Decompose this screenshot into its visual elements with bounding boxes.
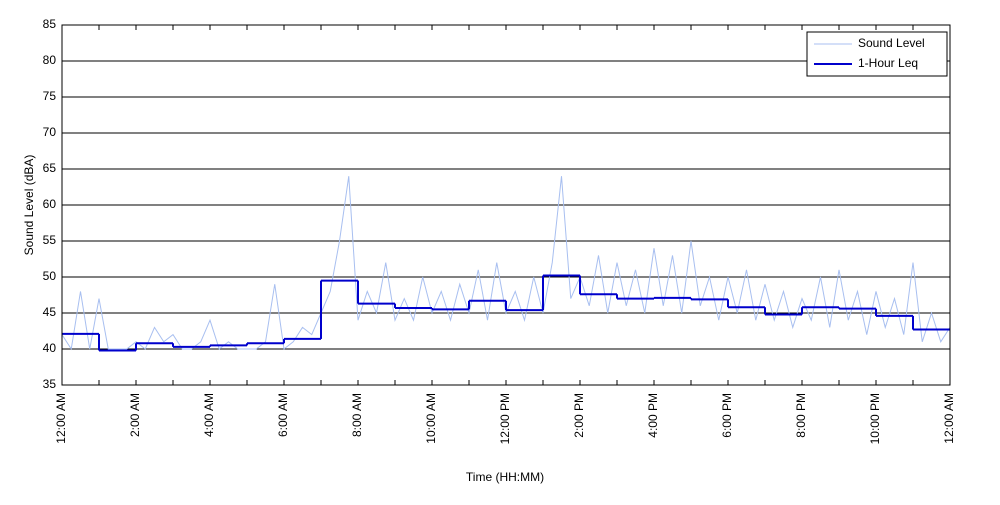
- y-tick-label: 55: [43, 233, 57, 247]
- x-tick-label: 2:00 PM: [572, 393, 586, 438]
- y-tick-label: 70: [43, 125, 57, 139]
- legend-box: [806, 31, 948, 77]
- x-tick-label: 4:00 PM: [646, 393, 660, 438]
- y-tick-label: 75: [43, 89, 57, 103]
- y-tick-label: 60: [43, 197, 57, 211]
- x-axis-label: Time (HH:MM): [466, 470, 544, 484]
- legend-label: 1-Hour Leq: [858, 56, 918, 70]
- y-tick-label: 40: [43, 341, 57, 355]
- x-tick-label: 8:00 AM: [350, 393, 364, 437]
- x-tick-label: 10:00 AM: [424, 393, 438, 444]
- plot-frame: [61, 24, 951, 386]
- x-tick-label: 12:00 PM: [498, 393, 512, 444]
- x-tick-label: 12:00 AM: [942, 393, 956, 444]
- y-tick-label: 85: [43, 17, 57, 31]
- x-tick-label: 6:00 PM: [720, 393, 734, 438]
- y-tick-label: 80: [43, 53, 57, 67]
- x-tick-label: 10:00 PM: [868, 393, 882, 444]
- y-tick-label: 45: [43, 305, 57, 319]
- x-tick-label: 8:00 PM: [794, 393, 808, 438]
- legend-label: Sound Level: [858, 36, 925, 50]
- x-tick-label: 4:00 AM: [202, 393, 216, 437]
- x-tick-label: 2:00 AM: [128, 393, 142, 437]
- y-tick-label: 35: [43, 377, 57, 391]
- x-tick-label: 12:00 AM: [54, 393, 68, 444]
- y-axis-label: Sound Level (dBA): [22, 155, 36, 256]
- y-tick-label: 65: [43, 161, 57, 175]
- y-tick-label: 50: [43, 269, 57, 283]
- sound-level-line: [61, 176, 951, 351]
- x-tick-label: 6:00 AM: [276, 393, 290, 437]
